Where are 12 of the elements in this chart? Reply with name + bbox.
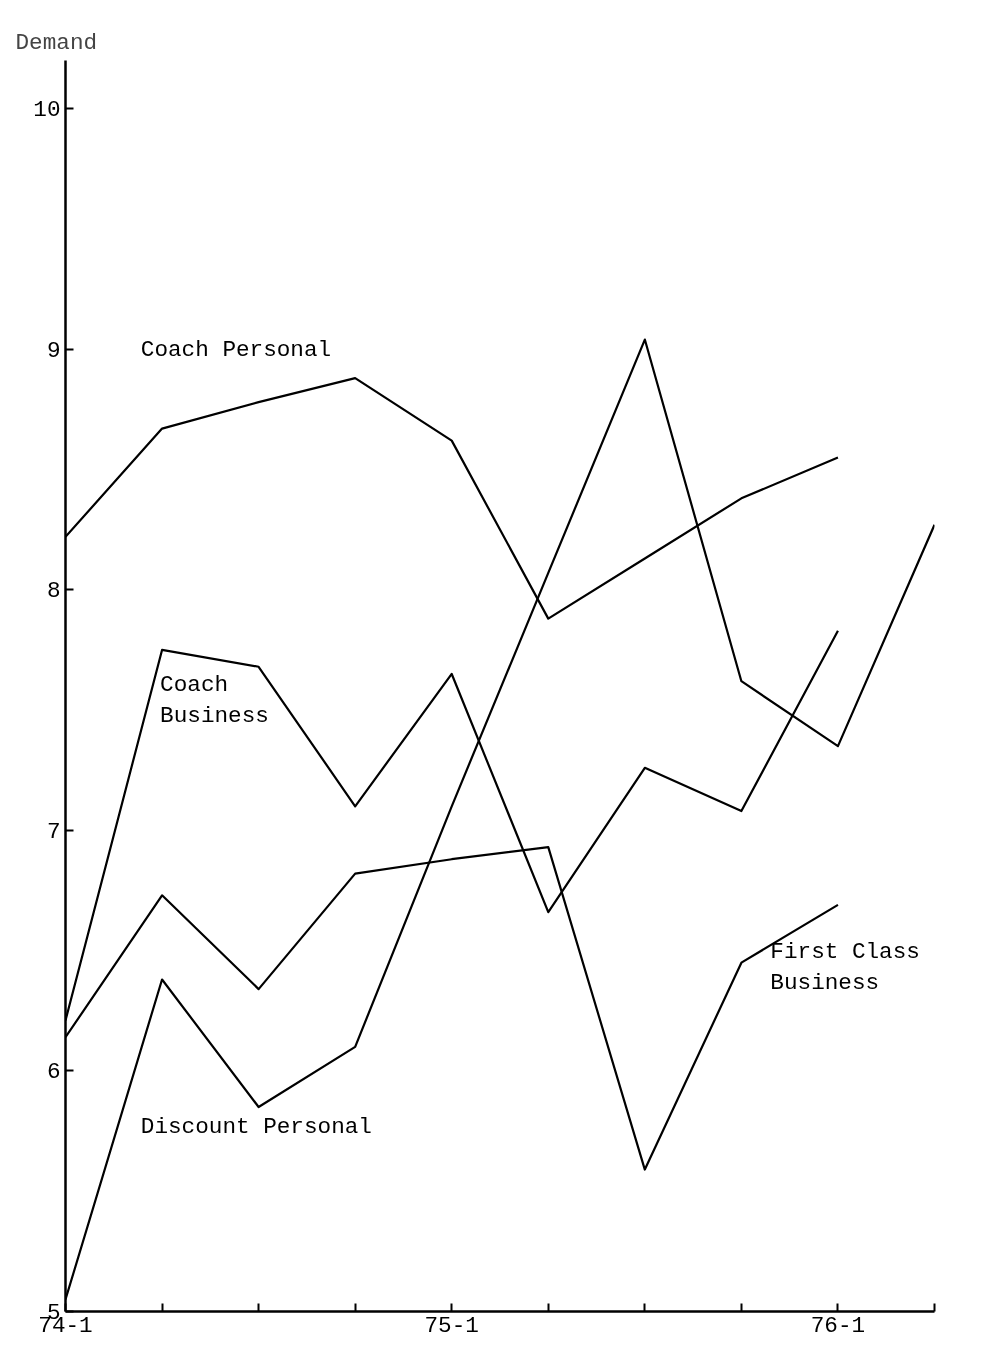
y-tick-label: 7 — [46, 818, 61, 845]
x-tick-label: 75-1 — [424, 1312, 479, 1339]
series-label: Coach Personal — [140, 337, 332, 364]
y-tick-label: 8 — [46, 578, 61, 605]
x-tick-label: 76-1 — [810, 1312, 866, 1339]
series-label: Coach Business — [160, 671, 269, 729]
y-tick-label: 6 — [46, 1059, 61, 1086]
series-label: Discount Personal — [140, 1114, 372, 1141]
y-tick-label: 10 — [33, 97, 61, 124]
y-axis-title: Demand — [15, 29, 98, 56]
y-tick-label: 9 — [46, 337, 61, 364]
series-label: First Class Business — [770, 938, 920, 996]
